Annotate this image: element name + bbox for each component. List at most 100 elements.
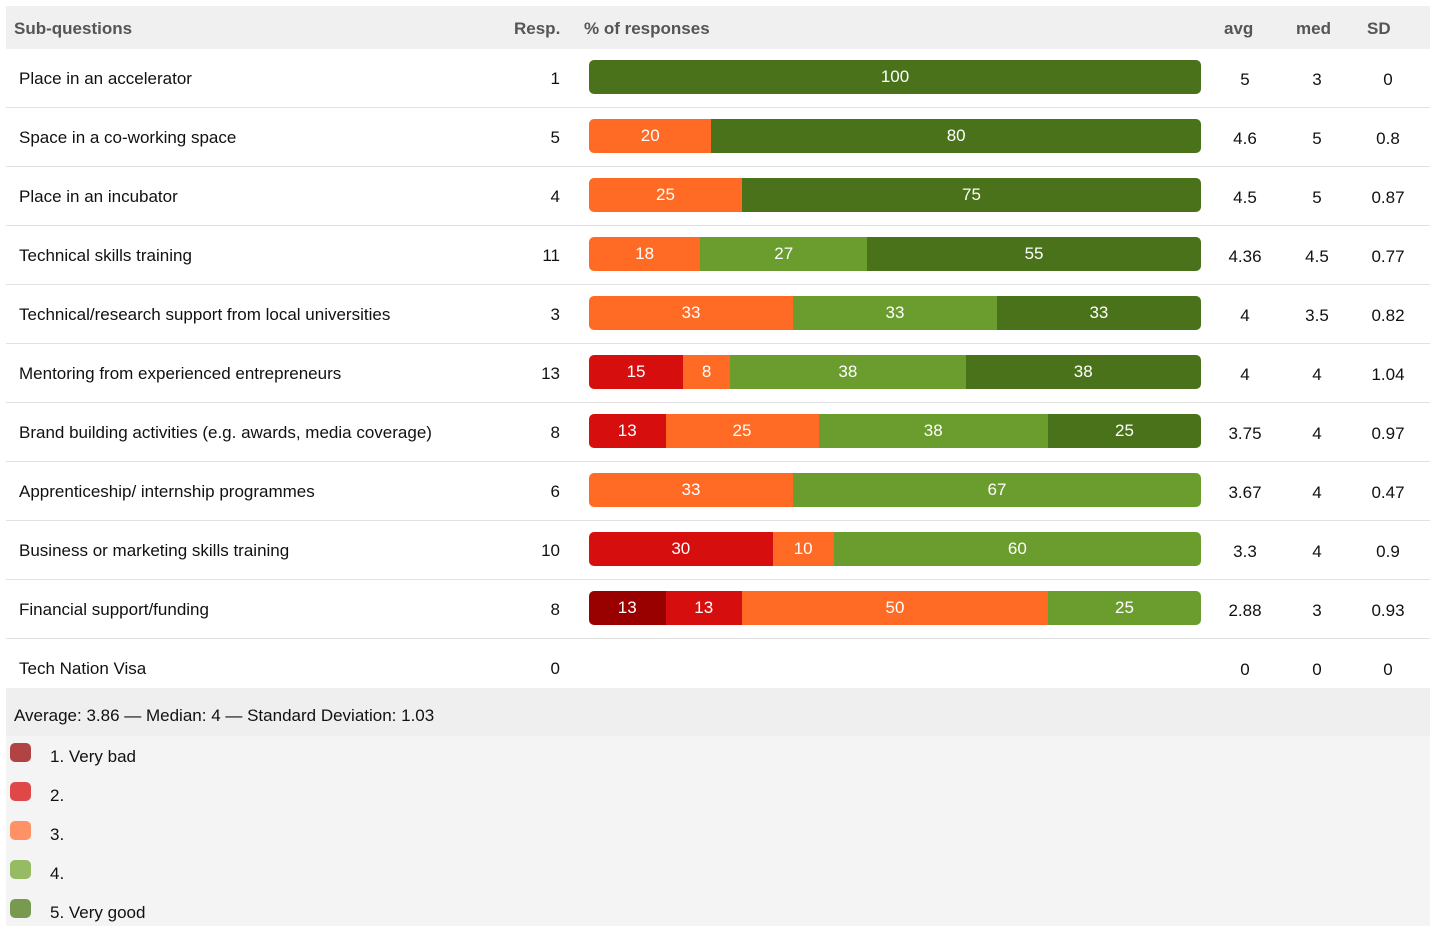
stat-med: 4 <box>1312 365 1322 384</box>
stat-sd: 1.04 <box>1371 365 1405 384</box>
bar-segment: 25 <box>589 178 742 212</box>
stat-med: 3 <box>1312 601 1322 620</box>
bar-segment: 13 <box>589 591 666 625</box>
bar-segment: 13 <box>589 414 666 448</box>
bar-segment: 100 <box>589 60 1201 94</box>
stacked-bar: 25 75 <box>589 178 1201 212</box>
response-count: 4 <box>550 187 560 206</box>
table-row: Tech Nation Visa 0 0 0 0 <box>6 639 1430 688</box>
legend-swatch <box>10 821 31 840</box>
header-subquestions: Sub-questions <box>14 19 133 38</box>
bar-segment: 33 <box>792 296 997 330</box>
stacked-bar: 33 33 33 <box>589 296 1201 330</box>
stacked-bar: 100 <box>589 60 1201 94</box>
stat-sd: 0 <box>1383 70 1393 89</box>
stat-med: 4 <box>1312 483 1322 502</box>
stacked-bar: 13 25 38 25 <box>589 414 1201 448</box>
legend-swatch <box>10 782 31 801</box>
bar-segment: 38 <box>730 355 966 389</box>
stat-avg: 3.67 <box>1228 483 1262 502</box>
stat-med: 0 <box>1312 660 1322 679</box>
response-count: 1 <box>550 69 560 88</box>
bar-segment: 38 <box>965 355 1201 389</box>
bar-segment: 33 <box>996 296 1201 330</box>
stat-avg: 4.6 <box>1233 129 1257 148</box>
bar-segment: 15 <box>589 355 684 389</box>
summary-text: Average: 3.86 — Median: 4 — Standard Dev… <box>14 706 435 725</box>
stat-med: 4.5 <box>1305 247 1329 266</box>
stacked-bar: 33 67 <box>589 473 1201 507</box>
subquestion-label: Technical skills training <box>19 246 192 265</box>
response-count: 3 <box>550 305 560 324</box>
stat-med: 5 <box>1312 188 1322 207</box>
response-count: 5 <box>550 128 560 147</box>
table-row: Technical/research support from local un… <box>6 285 1430 344</box>
legend-label: 4. <box>50 864 65 883</box>
table-body: Place in an accelerator 1 100 5 3 0 Space in a… <box>6 49 1430 688</box>
stat-avg: 0 <box>1240 660 1250 679</box>
bar-segment: 60 <box>833 532 1201 566</box>
bar-segment: 50 <box>742 591 1048 625</box>
table-row: Mentoring from experienced entrepreneurs… <box>6 344 1430 403</box>
subquestion-label: Financial support/funding <box>19 600 209 619</box>
survey-results-table: Sub-questions Resp. % of responses avg m… <box>6 6 1430 926</box>
stat-med: 4 <box>1312 542 1322 561</box>
legend-label: 2. <box>50 786 65 805</box>
response-count: 0 <box>550 659 560 678</box>
bar-segment: 33 <box>589 296 793 330</box>
stat-avg: 5 <box>1240 70 1250 89</box>
subquestion-label: Tech Nation Visa <box>19 659 147 678</box>
stat-sd: 0.77 <box>1371 247 1405 266</box>
subquestion-label: Mentoring from experienced entrepreneurs <box>19 364 342 383</box>
stacked-bar: 20 80 <box>589 119 1201 153</box>
stat-med: 3 <box>1312 70 1322 89</box>
stat-sd: 0.82 <box>1371 306 1405 325</box>
stat-avg: 4 <box>1240 365 1250 384</box>
stacked-bar: 30 10 60 <box>589 532 1201 566</box>
stat-avg: 4.5 <box>1233 188 1257 207</box>
stat-sd: 0.9 <box>1376 542 1400 561</box>
response-count: 11 <box>542 246 560 265</box>
stat-avg: 2.88 <box>1228 601 1262 620</box>
subquestion-label: Technical/research support from local un… <box>19 305 391 324</box>
table-row: Business or marketing skills training 10 3… <box>6 521 1430 580</box>
subquestion-label: Space in a co-working space <box>19 128 237 147</box>
table-header: Sub-questions Resp. % of responses avg m… <box>6 6 1430 49</box>
legend-swatch <box>10 860 31 879</box>
bar-segment: 80 <box>711 119 1201 153</box>
stat-sd: 0.93 <box>1371 601 1405 620</box>
bar-segment: 55 <box>867 237 1201 271</box>
stat-sd: 0 <box>1383 660 1393 679</box>
bar-segment: 67 <box>792 473 1201 507</box>
stat-sd: 0.8 <box>1376 129 1400 148</box>
stat-sd: 0.87 <box>1371 188 1405 207</box>
bar-segment: 30 <box>589 532 773 566</box>
bar-segment: 18 <box>589 237 701 271</box>
bar-segment: 20 <box>589 119 712 153</box>
subquestion-label: Brand building activities (e.g. awards, … <box>19 423 432 442</box>
bar-segment: 10 <box>772 532 834 566</box>
stat-avg: 3.75 <box>1228 424 1262 443</box>
stacked-bar: 13 13 50 25 <box>589 591 1201 625</box>
stacked-bar: 18 27 55 <box>589 237 1201 271</box>
stat-sd: 0.47 <box>1371 483 1405 502</box>
header-responses: Resp. <box>514 19 561 38</box>
table-row: Financial support/funding 8 13 13 50 25 2.88 3 0… <box>6 580 1430 639</box>
header-sd: SD <box>1367 19 1391 38</box>
bar-segment: 13 <box>665 591 742 625</box>
legend-swatch <box>10 899 31 918</box>
stat-med: 4 <box>1312 424 1322 443</box>
bar-segment: 25 <box>665 414 819 448</box>
header-avg: avg <box>1224 19 1254 38</box>
table-row: Apprenticeship/ internship programmes 6 33… <box>6 462 1430 521</box>
legend: 1. Very bad 2. 3. 4. 5. Very good <box>6 736 1430 926</box>
response-count: 13 <box>541 364 560 383</box>
stat-avg: 4 <box>1240 306 1250 325</box>
legend-label: 3. <box>50 825 65 844</box>
header-med: med <box>1296 19 1331 38</box>
response-count: 8 <box>550 423 560 442</box>
bar-segment: 75 <box>742 178 1201 212</box>
table-row: Space in a co-working space 5 20 80 4.6 5 0.8 <box>6 108 1430 167</box>
response-count: 6 <box>550 482 560 501</box>
table-row: Place in an incubator 4 25 75 4.5 5 0.87 <box>6 167 1430 226</box>
